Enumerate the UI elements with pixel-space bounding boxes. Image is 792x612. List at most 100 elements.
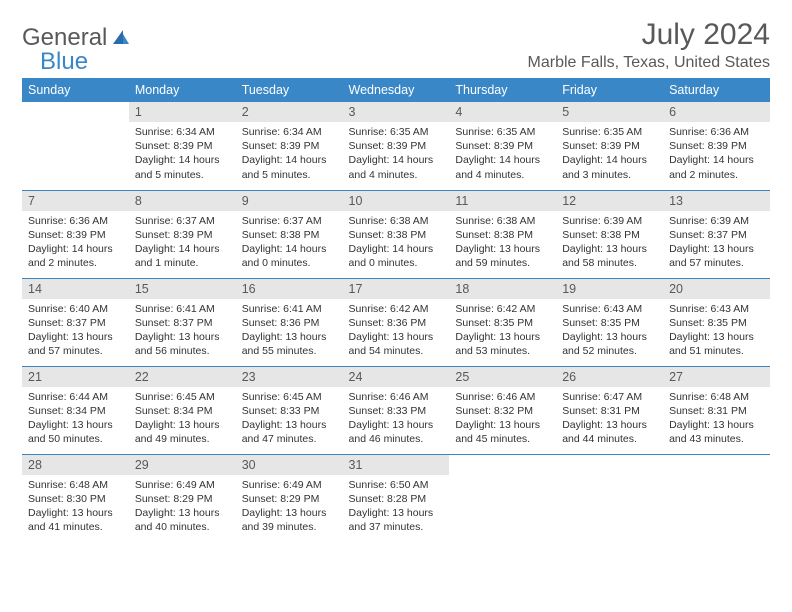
sunset-text: Sunset: 8:33 PM	[349, 404, 444, 418]
daylight-text: Daylight: 13 hours and 49 minutes.	[135, 418, 230, 446]
sunset-text: Sunset: 8:35 PM	[669, 316, 764, 330]
sunrise-text: Sunrise: 6:35 AM	[349, 125, 444, 139]
sunrise-text: Sunrise: 6:36 AM	[28, 214, 123, 228]
daylight-text: Daylight: 13 hours and 44 minutes.	[562, 418, 657, 446]
sunset-text: Sunset: 8:38 PM	[349, 228, 444, 242]
weekday-header: Sunday	[22, 78, 129, 102]
sunset-text: Sunset: 8:39 PM	[669, 139, 764, 153]
day-number: 22	[129, 367, 236, 387]
day-number: 19	[556, 279, 663, 299]
sunrise-text: Sunrise: 6:36 AM	[669, 125, 764, 139]
day-number: 24	[343, 367, 450, 387]
sunset-text: Sunset: 8:39 PM	[242, 139, 337, 153]
calendar-body: 1Sunrise: 6:34 AMSunset: 8:39 PMDaylight…	[22, 102, 770, 542]
sunset-text: Sunset: 8:31 PM	[669, 404, 764, 418]
sunset-text: Sunset: 8:37 PM	[135, 316, 230, 330]
day-details: Sunrise: 6:46 AMSunset: 8:33 PMDaylight:…	[343, 387, 450, 451]
sunset-text: Sunset: 8:39 PM	[135, 228, 230, 242]
sunrise-text: Sunrise: 6:43 AM	[669, 302, 764, 316]
sunset-text: Sunset: 8:33 PM	[242, 404, 337, 418]
day-number: 31	[343, 455, 450, 475]
calendar-day-cell: 18Sunrise: 6:42 AMSunset: 8:35 PMDayligh…	[449, 278, 556, 366]
day-number: 30	[236, 455, 343, 475]
sunrise-text: Sunrise: 6:44 AM	[28, 390, 123, 404]
day-details: Sunrise: 6:42 AMSunset: 8:36 PMDaylight:…	[343, 299, 450, 363]
day-number: 15	[129, 279, 236, 299]
sunset-text: Sunset: 8:37 PM	[28, 316, 123, 330]
calendar-day-cell: 13Sunrise: 6:39 AMSunset: 8:37 PMDayligh…	[663, 190, 770, 278]
day-details: Sunrise: 6:41 AMSunset: 8:37 PMDaylight:…	[129, 299, 236, 363]
day-number: 13	[663, 191, 770, 211]
sunset-text: Sunset: 8:38 PM	[562, 228, 657, 242]
sunrise-text: Sunrise: 6:41 AM	[135, 302, 230, 316]
daylight-text: Daylight: 14 hours and 2 minutes.	[669, 153, 764, 181]
calendar-day-cell: 30Sunrise: 6:49 AMSunset: 8:29 PMDayligh…	[236, 454, 343, 542]
sunrise-text: Sunrise: 6:49 AM	[242, 478, 337, 492]
day-number: 9	[236, 191, 343, 211]
weekday-header: Tuesday	[236, 78, 343, 102]
day-details: Sunrise: 6:37 AMSunset: 8:38 PMDaylight:…	[236, 211, 343, 275]
day-details: Sunrise: 6:35 AMSunset: 8:39 PMDaylight:…	[449, 122, 556, 186]
day-number: 21	[22, 367, 129, 387]
calendar-day-cell: 16Sunrise: 6:41 AMSunset: 8:36 PMDayligh…	[236, 278, 343, 366]
sunrise-text: Sunrise: 6:37 AM	[242, 214, 337, 228]
daylight-text: Daylight: 13 hours and 40 minutes.	[135, 506, 230, 534]
day-details: Sunrise: 6:37 AMSunset: 8:39 PMDaylight:…	[129, 211, 236, 275]
sunrise-text: Sunrise: 6:38 AM	[349, 214, 444, 228]
day-details: Sunrise: 6:36 AMSunset: 8:39 PMDaylight:…	[22, 211, 129, 275]
day-details: Sunrise: 6:49 AMSunset: 8:29 PMDaylight:…	[236, 475, 343, 539]
sunrise-text: Sunrise: 6:48 AM	[669, 390, 764, 404]
sunset-text: Sunset: 8:36 PM	[349, 316, 444, 330]
sunrise-text: Sunrise: 6:42 AM	[455, 302, 550, 316]
calendar-day-cell: 10Sunrise: 6:38 AMSunset: 8:38 PMDayligh…	[343, 190, 450, 278]
day-details: Sunrise: 6:40 AMSunset: 8:37 PMDaylight:…	[22, 299, 129, 363]
daylight-text: Daylight: 14 hours and 0 minutes.	[242, 242, 337, 270]
calendar-day-cell: 2Sunrise: 6:34 AMSunset: 8:39 PMDaylight…	[236, 102, 343, 190]
calendar-day-cell	[449, 454, 556, 542]
calendar-day-cell: 27Sunrise: 6:48 AMSunset: 8:31 PMDayligh…	[663, 366, 770, 454]
daylight-text: Daylight: 14 hours and 1 minute.	[135, 242, 230, 270]
calendar-day-cell: 1Sunrise: 6:34 AMSunset: 8:39 PMDaylight…	[129, 102, 236, 190]
sunrise-text: Sunrise: 6:42 AM	[349, 302, 444, 316]
day-number: 6	[663, 102, 770, 122]
daylight-text: Daylight: 13 hours and 52 minutes.	[562, 330, 657, 358]
weekday-header: Monday	[129, 78, 236, 102]
daylight-text: Daylight: 13 hours and 57 minutes.	[669, 242, 764, 270]
day-details: Sunrise: 6:48 AMSunset: 8:31 PMDaylight:…	[663, 387, 770, 451]
sunrise-text: Sunrise: 6:46 AM	[455, 390, 550, 404]
location-text: Marble Falls, Texas, United States	[528, 54, 770, 72]
calendar-day-cell: 23Sunrise: 6:45 AMSunset: 8:33 PMDayligh…	[236, 366, 343, 454]
sunrise-text: Sunrise: 6:39 AM	[669, 214, 764, 228]
sunset-text: Sunset: 8:30 PM	[28, 492, 123, 506]
calendar-day-cell: 11Sunrise: 6:38 AMSunset: 8:38 PMDayligh…	[449, 190, 556, 278]
sunrise-text: Sunrise: 6:39 AM	[562, 214, 657, 228]
calendar-day-cell: 29Sunrise: 6:49 AMSunset: 8:29 PMDayligh…	[129, 454, 236, 542]
daylight-text: Daylight: 14 hours and 0 minutes.	[349, 242, 444, 270]
calendar-day-cell: 9Sunrise: 6:37 AMSunset: 8:38 PMDaylight…	[236, 190, 343, 278]
sunset-text: Sunset: 8:38 PM	[455, 228, 550, 242]
day-number: 14	[22, 279, 129, 299]
header-right: July 2024 Marble Falls, Texas, United St…	[528, 18, 770, 72]
day-number: 28	[22, 455, 129, 475]
day-details: Sunrise: 6:42 AMSunset: 8:35 PMDaylight:…	[449, 299, 556, 363]
day-number: 27	[663, 367, 770, 387]
daylight-text: Daylight: 14 hours and 4 minutes.	[455, 153, 550, 181]
day-number: 8	[129, 191, 236, 211]
day-details: Sunrise: 6:47 AMSunset: 8:31 PMDaylight:…	[556, 387, 663, 451]
calendar-day-cell: 3Sunrise: 6:35 AMSunset: 8:39 PMDaylight…	[343, 102, 450, 190]
calendar-day-cell: 31Sunrise: 6:50 AMSunset: 8:28 PMDayligh…	[343, 454, 450, 542]
sunset-text: Sunset: 8:38 PM	[242, 228, 337, 242]
day-number: 7	[22, 191, 129, 211]
weekday-header: Friday	[556, 78, 663, 102]
calendar-day-cell	[556, 454, 663, 542]
calendar-day-cell: 12Sunrise: 6:39 AMSunset: 8:38 PMDayligh…	[556, 190, 663, 278]
calendar-table: SundayMondayTuesdayWednesdayThursdayFrid…	[22, 78, 770, 542]
day-details: Sunrise: 6:43 AMSunset: 8:35 PMDaylight:…	[663, 299, 770, 363]
calendar-head: SundayMondayTuesdayWednesdayThursdayFrid…	[22, 78, 770, 102]
sunrise-text: Sunrise: 6:45 AM	[135, 390, 230, 404]
sunrise-text: Sunrise: 6:49 AM	[135, 478, 230, 492]
sunset-text: Sunset: 8:35 PM	[562, 316, 657, 330]
sunrise-text: Sunrise: 6:35 AM	[455, 125, 550, 139]
calendar-day-cell: 28Sunrise: 6:48 AMSunset: 8:30 PMDayligh…	[22, 454, 129, 542]
day-number: 11	[449, 191, 556, 211]
